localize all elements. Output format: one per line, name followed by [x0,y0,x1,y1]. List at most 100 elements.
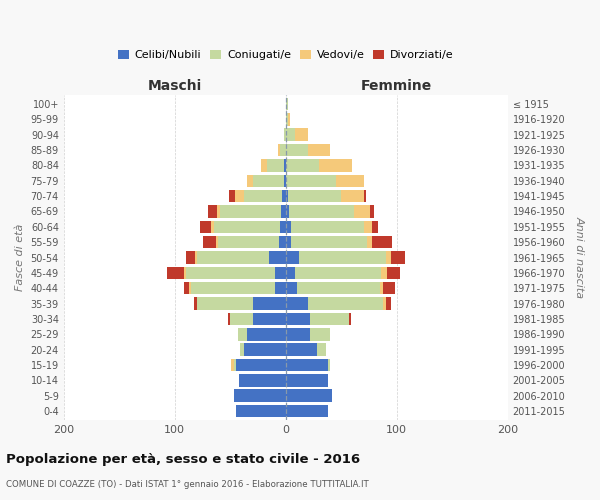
Bar [218,236,279,248]
Bar [283,190,286,202]
Bar [292,236,367,248]
Bar [230,312,253,325]
Bar [197,251,269,264]
Bar [186,251,195,264]
Bar [286,205,289,218]
Bar [278,144,280,156]
Bar [286,236,292,248]
Y-axis label: Fasce di età: Fasce di età [15,224,25,291]
Bar [267,159,284,172]
Bar [317,344,326,356]
Bar [349,312,351,325]
Bar [286,190,288,202]
Bar [280,144,286,156]
Bar [289,205,353,218]
Bar [353,205,370,218]
Bar [247,328,286,340]
Bar [244,344,286,356]
Bar [186,266,275,279]
Bar [247,174,253,187]
Bar [286,220,292,233]
Bar [233,358,236,371]
Bar [373,236,392,248]
Bar [275,282,286,294]
Bar [244,190,283,202]
Legend: Celibi/Nubili, Coniugati/e, Vedovi/e, Divorziati/e: Celibi/Nubili, Coniugati/e, Vedovi/e, Di… [113,45,458,64]
Bar [286,328,310,340]
Bar [292,220,364,233]
Bar [275,266,286,279]
Bar [211,220,214,233]
Bar [373,220,378,233]
Bar [236,404,286,417]
Bar [284,174,286,187]
Bar [310,312,349,325]
Bar [238,328,247,340]
Bar [286,128,295,141]
Bar [286,251,299,264]
Bar [232,358,233,371]
Bar [233,390,286,402]
Text: Femmine: Femmine [361,80,433,94]
Bar [286,298,308,310]
Bar [208,205,217,218]
Bar [364,190,366,202]
Bar [239,374,286,386]
Bar [286,374,328,386]
Bar [336,174,364,187]
Bar [328,358,330,371]
Bar [253,312,286,325]
Bar [217,205,220,218]
Bar [269,251,286,264]
Bar [286,404,328,417]
Bar [284,128,286,141]
Bar [214,220,280,233]
Bar [189,282,191,294]
Bar [391,251,404,264]
Bar [286,266,295,279]
Bar [286,159,319,172]
Bar [197,298,253,310]
Bar [194,298,197,310]
Bar [262,159,267,172]
Bar [240,344,244,356]
Y-axis label: Anni di nascita: Anni di nascita [575,216,585,298]
Bar [288,190,341,202]
Bar [319,159,352,172]
Bar [286,344,317,356]
Bar [167,266,184,279]
Bar [253,174,284,187]
Bar [184,282,189,294]
Bar [380,282,383,294]
Text: Popolazione per età, sesso e stato civile - 2016: Popolazione per età, sesso e stato civil… [6,452,360,466]
Bar [288,113,290,126]
Bar [235,190,244,202]
Bar [279,236,286,248]
Bar [286,113,288,126]
Bar [286,174,336,187]
Text: Maschi: Maschi [148,80,202,94]
Bar [297,282,380,294]
Bar [370,205,374,218]
Bar [286,312,310,325]
Bar [299,251,386,264]
Bar [284,159,286,172]
Bar [367,236,373,248]
Bar [295,128,308,141]
Bar [203,236,216,248]
Bar [229,190,235,202]
Bar [253,298,286,310]
Bar [195,251,197,264]
Bar [383,282,395,294]
Bar [310,328,330,340]
Bar [308,144,330,156]
Bar [286,390,332,402]
Bar [386,298,391,310]
Bar [200,220,211,233]
Bar [216,236,218,248]
Bar [341,190,364,202]
Bar [191,282,275,294]
Bar [286,358,328,371]
Bar [281,205,286,218]
Bar [308,298,383,310]
